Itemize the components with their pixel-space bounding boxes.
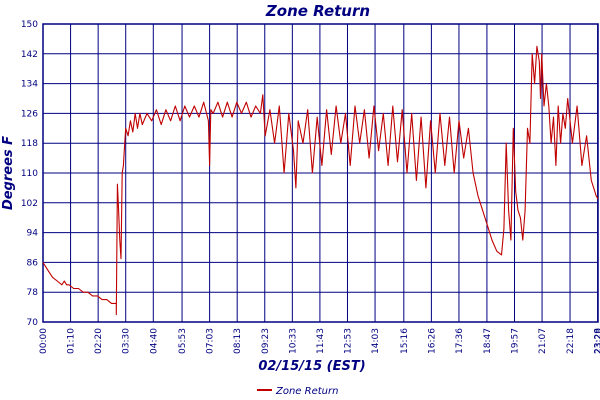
y-tick-label: 150 — [21, 20, 38, 30]
x-tick-label: 11:43 — [316, 328, 326, 354]
x-axis-ticks: 00:00 01:10 02:20 03:30 04:40 05:53 07:03 08:13… — [39, 328, 600, 354]
y-axis-title: Degrees F — [1, 136, 16, 210]
y-tick-label: 78 — [27, 288, 39, 298]
y-tick-label: 142 — [21, 50, 38, 60]
x-tick-label: 17:36 — [455, 328, 465, 354]
x-tick-label: 22:18 — [566, 328, 576, 354]
y-tick-label: 102 — [21, 199, 38, 209]
legend-label: Zone Return — [275, 386, 338, 397]
series-lines — [42, 45, 599, 316]
x-tick-label: 08:13 — [233, 328, 243, 354]
x-tick-label: 12:53 — [343, 328, 353, 354]
x-tick-label: 01:10 — [67, 328, 77, 354]
chart-title: Zone Return — [265, 2, 370, 20]
y-tick-label: 118 — [21, 139, 38, 149]
x-tick-label: 04:40 — [149, 328, 159, 354]
x-tick-label: 15:16 — [400, 328, 410, 354]
y-tick-label: 126 — [21, 109, 38, 119]
x-tick-label: 21:07 — [538, 328, 548, 354]
legend: Zone Return — [257, 386, 338, 397]
x-tick-label: 00:00 — [39, 328, 49, 354]
x-tick-label: 07:03 — [206, 328, 216, 354]
plot-frame — [42, 23, 599, 323]
series-line-zone-return — [42, 45, 599, 316]
x-tick-label: 02:20 — [94, 328, 104, 354]
x-tick-label: 10:33 — [288, 328, 298, 354]
x-tick-label: 05:53 — [178, 328, 188, 354]
x-axis-title: 02/15/15 (EST) — [258, 359, 365, 374]
y-tick-label: 70 — [27, 318, 39, 328]
y-tick-label: 134 — [21, 80, 38, 90]
x-tick-label: 19:57 — [510, 328, 520, 354]
x-tick-label: 23:29 — [594, 328, 600, 354]
y-axis-ticks: 70 78 86 94 102 110 118 126 134 142 150 — [21, 20, 38, 328]
x-tick-label: 16:26 — [427, 328, 437, 354]
x-tick-label: 14:03 — [371, 328, 381, 354]
x-tick-label: 23:28 — [594, 328, 600, 354]
y-tick-label: 86 — [27, 258, 39, 268]
y-tick-label: 94 — [27, 229, 39, 239]
x-tick-label: 03:30 — [122, 328, 132, 354]
x-tick-label: 18:47 — [483, 328, 493, 354]
y-tick-label: 110 — [21, 169, 38, 179]
x-tick-label: 09:23 — [261, 328, 271, 354]
